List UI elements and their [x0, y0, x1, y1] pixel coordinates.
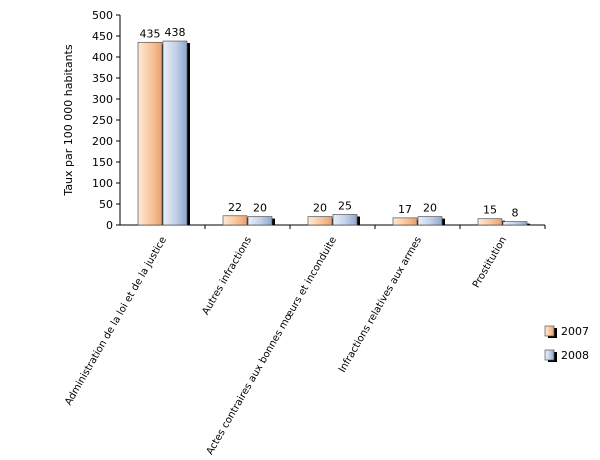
bar-2008-0 — [162, 40, 188, 226]
category-label: Prostitution — [471, 235, 509, 290]
category-label: Administration de la loi et de la justic… — [63, 235, 169, 407]
bar-2007-3 — [392, 217, 418, 226]
bars — [137, 40, 530, 226]
y-tick-label: 500 — [92, 9, 113, 22]
data-label: 17 — [398, 203, 412, 216]
bar-2007-4 — [477, 218, 503, 226]
y-tick-label: 100 — [92, 177, 113, 190]
bar-2007-1 — [222, 215, 248, 226]
labels: 435 438 Administration de la loi et de la … — [63, 26, 518, 457]
data-label: 20 — [313, 202, 327, 215]
legend-label: 2007 — [561, 325, 589, 338]
bar-2008-3 — [417, 216, 443, 226]
legend-label: 2008 — [561, 349, 589, 362]
y-tick-label: 150 — [92, 156, 113, 169]
axes: 0 50 100 150 200 250 300 350 400 450 500 Taux par 1… — [62, 9, 546, 232]
legend-swatch-2008 — [544, 349, 555, 361]
data-label: 20 — [423, 202, 437, 215]
bar-2008-2 — [332, 214, 358, 226]
legend: 2007 2008 — [544, 325, 589, 362]
bar-2007-2 — [307, 216, 333, 226]
y-tick-label: 200 — [92, 135, 113, 148]
bar-2008-1 — [247, 216, 273, 226]
data-label: 438 — [165, 26, 186, 39]
category-label: Autres infractions — [200, 235, 254, 317]
y-tick-label: 350 — [92, 72, 113, 85]
category-label: Infractions relatives aux armes — [337, 235, 424, 375]
data-label: 22 — [228, 201, 242, 214]
y-tick-label: 50 — [99, 198, 113, 211]
y-tick-label: 450 — [92, 30, 113, 43]
y-tick-label: 400 — [92, 51, 113, 64]
bar-2007-0 — [137, 41, 163, 226]
y-axis-title: Taux par 100 000 habitants — [62, 44, 75, 196]
data-label: 8 — [512, 207, 519, 220]
bar-2008-4 — [502, 221, 528, 226]
y-tick-label: 300 — [92, 93, 113, 106]
y-tick-label: 250 — [92, 114, 113, 127]
data-label: 20 — [253, 202, 267, 215]
legend-swatch-2007 — [544, 325, 555, 337]
data-label: 25 — [338, 200, 352, 213]
data-label: 435 — [140, 27, 161, 40]
data-label: 15 — [483, 204, 497, 217]
y-tick-label: 0 — [106, 219, 113, 232]
